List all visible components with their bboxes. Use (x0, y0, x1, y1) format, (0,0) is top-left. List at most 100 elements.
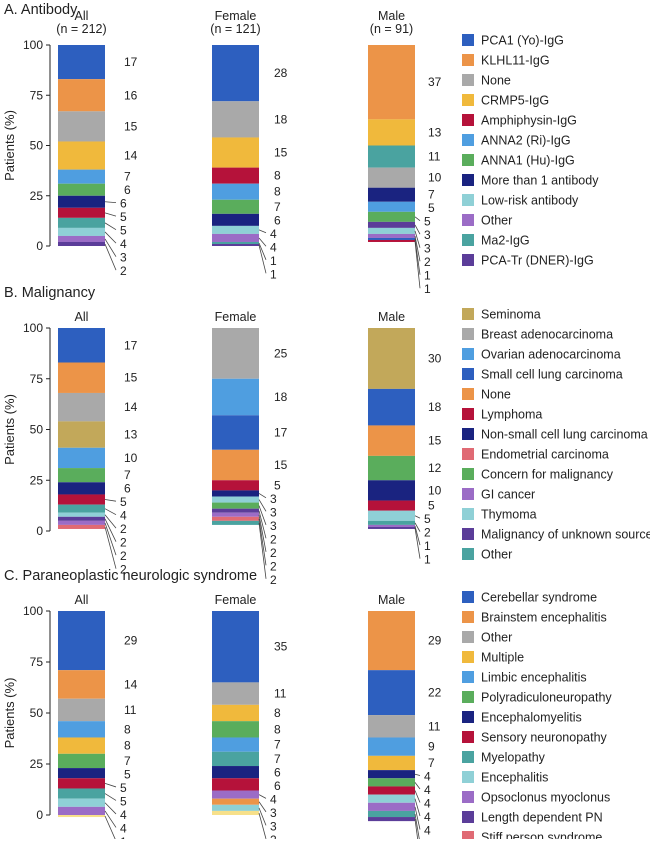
data-label: 7 (124, 170, 131, 184)
legend-swatch (462, 631, 474, 643)
bar-segment (58, 670, 105, 699)
legend-swatch (462, 388, 474, 400)
data-label: 8 (274, 722, 281, 736)
leader-line (414, 522, 421, 532)
column-label: Female (215, 593, 257, 607)
leader-line (258, 812, 267, 840)
legend-label: Low-risk antibody (481, 194, 579, 208)
data-label: 6 (274, 765, 281, 779)
legend-swatch (462, 194, 474, 206)
data-label: 15 (274, 458, 288, 472)
legend-label: Encephalomyelitis (481, 711, 582, 725)
bar-segment (58, 512, 105, 517)
data-label: 18 (428, 400, 442, 414)
data-label: 11 (274, 687, 287, 701)
legend-label: KLHL11-IgG (481, 54, 550, 68)
leader-line (258, 237, 267, 247)
legend-swatch (462, 508, 474, 520)
bar-segment (212, 241, 259, 244)
leader-line (104, 231, 117, 244)
bar-segment (368, 802, 415, 811)
leader-line (258, 244, 267, 274)
data-label: 15 (274, 146, 288, 160)
bar-segment (368, 817, 415, 822)
data-label: 14 (124, 149, 138, 163)
data-label: 14 (124, 400, 138, 414)
legend-swatch (462, 134, 474, 146)
bar-segment (212, 798, 259, 805)
leader-line (414, 782, 421, 790)
leader-line (258, 499, 267, 512)
data-label: 15 (428, 434, 442, 448)
bar-segment (212, 766, 259, 779)
legend-label: Lymphoma (481, 408, 542, 422)
bar-segment (58, 241, 105, 246)
leader-line (414, 790, 421, 803)
legend-label: Small cell lung carcinoma (481, 368, 623, 382)
legend-label: None (481, 74, 511, 88)
column-label: Female (215, 310, 257, 324)
data-label: 1 (270, 267, 277, 281)
legend-swatch (462, 751, 474, 763)
bar-segment (58, 447, 105, 469)
data-label: 3 (270, 492, 277, 506)
y-tick-label: 0 (36, 239, 43, 253)
y-axis-label: Patients (%) (2, 394, 17, 465)
bar-segment (368, 737, 415, 756)
leader-line (258, 229, 267, 234)
bar-segment (368, 388, 415, 426)
bar-segment (212, 415, 259, 450)
data-label: 7 (274, 752, 281, 766)
bar-segment (368, 611, 415, 671)
bar-segment (212, 682, 259, 705)
panel-title: B. Malignancy (4, 285, 96, 301)
bar-segment (58, 227, 105, 236)
bar-segment (58, 611, 105, 671)
leader-line (414, 235, 421, 262)
bar-segment (212, 199, 259, 214)
bar-segment (368, 45, 415, 120)
legend-label: Ovarian adenocarcinoma (481, 348, 621, 362)
legend-swatch (462, 691, 474, 703)
y-tick-label: 100 (23, 604, 43, 618)
leader-line (414, 773, 421, 776)
data-label: 17 (124, 338, 138, 352)
legend-swatch (462, 711, 474, 723)
leader-line (104, 815, 117, 842)
bar-segment (212, 721, 259, 738)
data-label: 6 (274, 213, 281, 227)
legend-label: Malignancy of unknown source (481, 528, 650, 542)
panel-title: C. Paraneoplastic neurologic syndrome (4, 568, 257, 584)
legend-swatch (462, 731, 474, 743)
legend-swatch (462, 254, 474, 266)
bar-segment (212, 45, 259, 102)
legend-label: Cerebellar syndrome (481, 591, 597, 605)
data-label: 16 (124, 88, 138, 102)
bar-segment (58, 45, 105, 80)
bar-segment (212, 516, 259, 521)
data-label: 11 (428, 150, 441, 164)
bar-segment (368, 715, 415, 738)
data-label: 7 (274, 738, 281, 752)
bar-segment (58, 482, 105, 495)
data-label: 2 (120, 549, 127, 563)
leader-line (258, 794, 267, 799)
column-sublabel: (n = 121) (210, 22, 260, 36)
bar-segment (212, 213, 259, 226)
data-label: 2 (270, 833, 277, 839)
legend-label: Non-small cell lung carcinoma (481, 428, 648, 442)
data-label: 18 (274, 390, 288, 404)
bar-segment (212, 490, 259, 497)
bar-segment (212, 378, 259, 416)
legend-label: Polyradiculoneuropathy (481, 691, 612, 705)
leader-line (104, 243, 117, 271)
y-tick-label: 50 (30, 706, 44, 720)
leader-line (104, 793, 117, 801)
data-label: 3 (424, 228, 431, 242)
bar-segment (212, 502, 259, 509)
bar-segment (58, 698, 105, 722)
leader-line (104, 526, 117, 569)
bar-segment (58, 504, 105, 513)
y-axis-label: Patients (%) (2, 110, 17, 181)
bar-segment (368, 778, 415, 787)
